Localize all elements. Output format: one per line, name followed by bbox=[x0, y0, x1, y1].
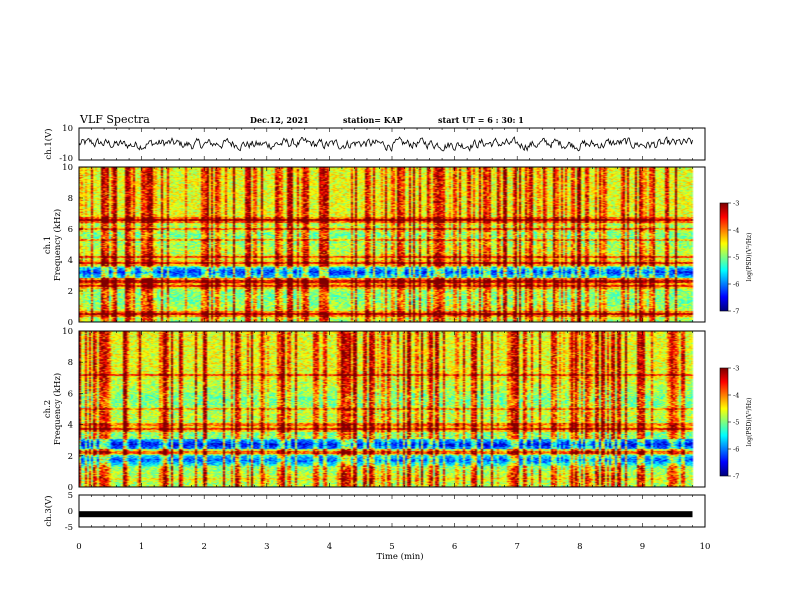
time-tick-label: 6 bbox=[452, 542, 457, 552]
colorbar-tick-label: -7 bbox=[733, 308, 739, 316]
ch1-spectrogram-ylabel-channel: ch.1 bbox=[43, 236, 53, 254]
frequency-tick-label: 8 bbox=[68, 194, 73, 204]
time-tick-label: 5 bbox=[389, 542, 394, 552]
ch1-ylabel: ch.1(V) bbox=[43, 128, 54, 159]
ch1-waveform-series bbox=[78, 136, 693, 152]
ch3-waveform-series bbox=[79, 511, 693, 518]
ch3-ytick-bottom: -5 bbox=[65, 523, 73, 533]
frequency-tick-label: 2 bbox=[68, 287, 73, 297]
colorbar-tick-label: -3 bbox=[733, 365, 739, 373]
ch3-ylabel: ch.3(V) bbox=[43, 495, 54, 526]
ch2-spectrogram-image bbox=[79, 331, 705, 487]
date-label: Dec.12, 2021 bbox=[250, 115, 309, 125]
frequency-tick-label: 2 bbox=[68, 452, 73, 462]
colorbar-tick-label: -4 bbox=[733, 227, 739, 235]
start-time-label: start UT = 6 : 30: 1 bbox=[438, 115, 524, 125]
colorbar-tick-label: -4 bbox=[733, 392, 739, 400]
frequency-tick-label: 6 bbox=[68, 389, 73, 399]
station-label: station= KAP bbox=[343, 115, 403, 125]
colorbar-tick-label: -7 bbox=[733, 473, 739, 481]
time-tick-label: 7 bbox=[514, 542, 519, 552]
colorbar-tick-label: -5 bbox=[733, 254, 739, 262]
figure-title: VLF Spectra bbox=[79, 113, 150, 126]
time-tick-label: 0 bbox=[76, 542, 81, 552]
time-tick-label: 8 bbox=[577, 542, 582, 552]
time-tick-label: 4 bbox=[327, 542, 332, 552]
colorbar-tick-label: -5 bbox=[733, 419, 739, 427]
frequency-tick-label: 10 bbox=[62, 163, 73, 173]
colorbar-tick-label: -6 bbox=[733, 446, 739, 454]
ch1-ytick-top: 10 bbox=[62, 124, 73, 134]
ch1-colorbar-label: log(PSD)(V²/Hz) bbox=[746, 233, 753, 282]
ch1-colorbar bbox=[720, 203, 728, 311]
time-tick-label: 2 bbox=[201, 542, 206, 552]
ch1-waveform-frame bbox=[78, 127, 706, 161]
time-tick-label: 3 bbox=[264, 542, 269, 552]
frequency-tick-label: 6 bbox=[68, 225, 73, 235]
ch1-spectrogram-ylabel: Frequency (kHz) bbox=[52, 209, 63, 281]
x-axis-label: Time (min) bbox=[376, 551, 423, 562]
frequency-tick-label: 0 bbox=[68, 483, 73, 493]
ch3-waveform-panel: 5 0 -5 ch.3(V) 0 1 2 3 4 5 6 7 8 9 10 Time (min) bbox=[43, 491, 710, 562]
ch3-ytick-mid: 0 bbox=[68, 507, 73, 517]
ch2-colorbar-label: log(PSD)(V²/Hz) bbox=[746, 398, 753, 447]
frequency-tick-label: 0 bbox=[68, 318, 73, 328]
frequency-tick-label: 10 bbox=[62, 327, 73, 337]
ch2-spectrogram-ylabel-channel: ch.2 bbox=[43, 400, 53, 418]
ch2-colorbar bbox=[720, 368, 728, 476]
ch3-waveform-frame bbox=[78, 494, 706, 528]
frequency-tick-label: 4 bbox=[68, 421, 73, 431]
frequency-tick-label: 8 bbox=[68, 358, 73, 368]
colorbar-tick-label: -3 bbox=[733, 200, 739, 208]
time-tick-label: 9 bbox=[640, 542, 645, 552]
ch1-waveform-panel: 10 -10 ch.1(V) bbox=[43, 124, 706, 164]
ch1-spectrogram-image bbox=[79, 167, 705, 322]
ch3-ytick-top: 5 bbox=[68, 491, 73, 501]
time-tick-label: 10 bbox=[700, 542, 711, 552]
ch1-ytick-bottom: -10 bbox=[59, 154, 73, 164]
time-tick-label: 1 bbox=[139, 542, 144, 552]
ch2-spectrogram-ylabel: Frequency (kHz) bbox=[52, 373, 63, 445]
colorbar-tick-label: -6 bbox=[733, 281, 739, 289]
frequency-tick-label: 4 bbox=[68, 256, 73, 266]
